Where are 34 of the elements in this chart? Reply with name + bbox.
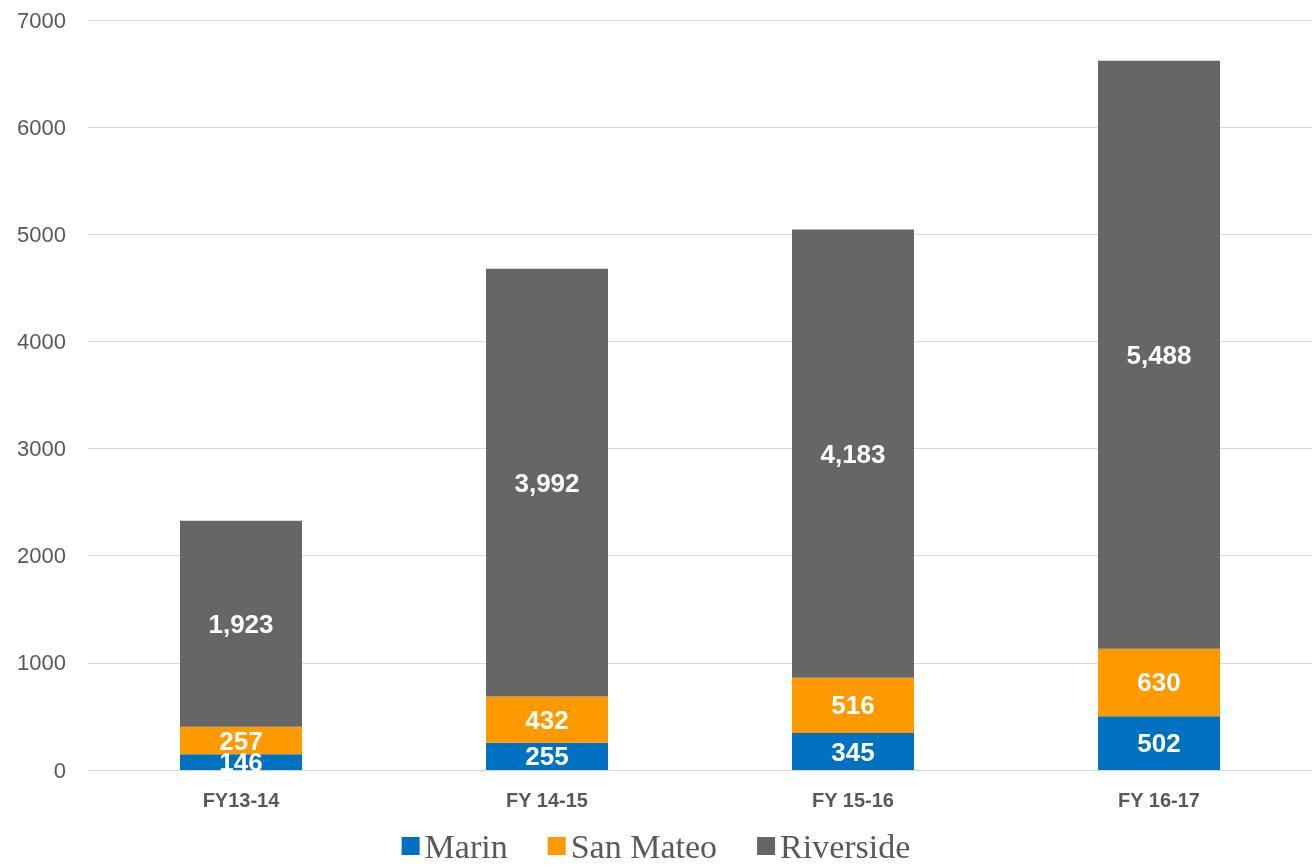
y-tick-label: 7000 bbox=[17, 7, 66, 33]
y-tick-label: 6000 bbox=[17, 114, 66, 140]
y-tick-label: 3000 bbox=[17, 436, 66, 462]
bar bbox=[486, 268, 608, 697]
bar bbox=[180, 520, 302, 727]
y-tick-label: 1000 bbox=[17, 650, 66, 676]
data-label: 630 bbox=[1137, 667, 1181, 698]
data-label: 4,183 bbox=[820, 438, 886, 469]
y-tick-label: 0 bbox=[53, 757, 66, 783]
legend-label: Marin bbox=[424, 827, 508, 865]
data-label: 432 bbox=[525, 704, 569, 735]
bar bbox=[792, 677, 914, 734]
data-label: 5,488 bbox=[1126, 339, 1192, 370]
data-label: 255 bbox=[525, 741, 569, 772]
x-tick-label: FY 16-17 bbox=[1118, 789, 1200, 811]
data-label: 345 bbox=[831, 736, 875, 767]
bar bbox=[486, 696, 608, 743]
y-tick-label: 5000 bbox=[17, 221, 66, 247]
x-tick-label: FY13-14 bbox=[202, 789, 281, 811]
bar bbox=[792, 733, 914, 770]
bar bbox=[1098, 60, 1220, 649]
y-tick-label: 2000 bbox=[17, 543, 66, 569]
data-label: 516 bbox=[831, 690, 875, 721]
y-tick-label: 4000 bbox=[17, 328, 66, 354]
bar bbox=[1098, 648, 1220, 717]
legend-label: Riverside bbox=[780, 827, 911, 865]
bar bbox=[792, 229, 914, 678]
x-tick-label: FY 15-16 bbox=[812, 789, 894, 811]
data-label: 3,992 bbox=[514, 467, 580, 498]
data-label: 502 bbox=[1137, 728, 1181, 759]
x-tick-label: FY 14-15 bbox=[506, 789, 588, 811]
data-label: 1,923 bbox=[208, 608, 274, 639]
bar bbox=[1098, 716, 1220, 770]
legend-label: San Mateo bbox=[570, 827, 718, 865]
